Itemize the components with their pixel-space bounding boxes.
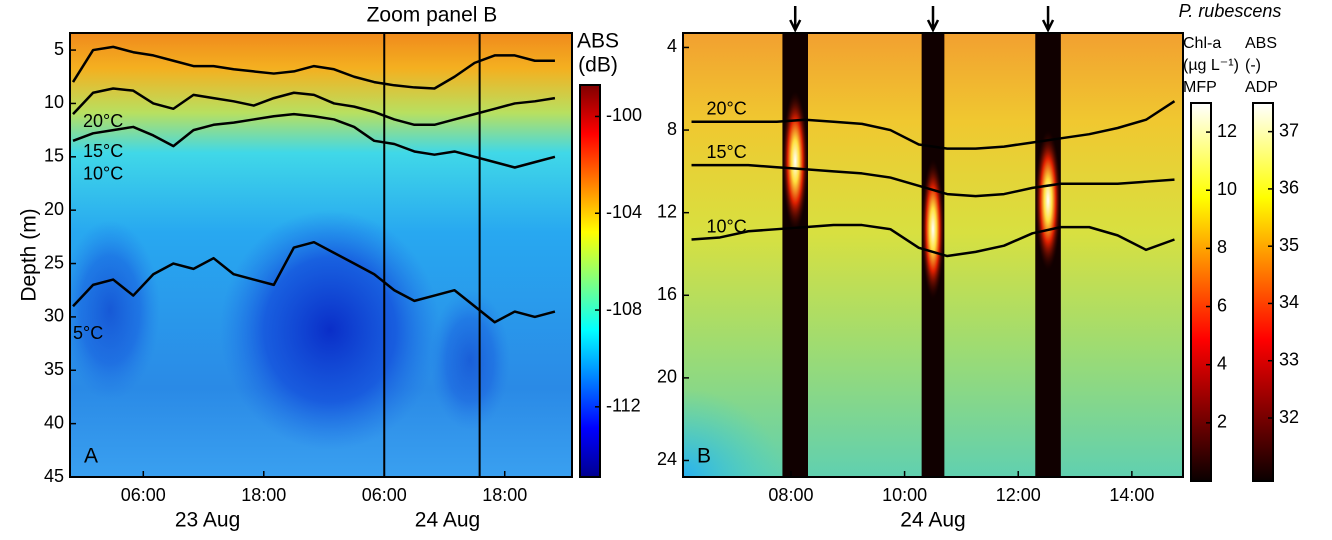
colorbar bbox=[579, 84, 601, 478]
colorbar-label: Chl-a bbox=[1183, 35, 1221, 52]
colorbar-label: ADP bbox=[1245, 79, 1278, 96]
colorbar-label: ABS bbox=[1245, 35, 1277, 52]
isotherm bbox=[72, 112, 556, 169]
arrow bbox=[1041, 6, 1055, 33]
colorbar-label: MFP bbox=[1183, 79, 1217, 96]
x-tick-label: 14:00 bbox=[1109, 485, 1154, 505]
x-date-label: 24 Aug bbox=[415, 509, 480, 532]
y-tick-label: 24 bbox=[657, 449, 677, 469]
colorbar-tick-label: -108 bbox=[606, 299, 642, 319]
frame bbox=[69, 32, 573, 478]
y-tick-label: 16 bbox=[657, 284, 677, 304]
y-tick-label: 20 bbox=[657, 367, 677, 387]
x-tick-label: 06:00 bbox=[362, 485, 407, 505]
profile-peak bbox=[1035, 130, 1061, 271]
y-axis-label: Depth (m) bbox=[18, 208, 41, 301]
colorbar-tick-label: 37 bbox=[1279, 120, 1299, 140]
x-tick-label: 18:00 bbox=[482, 485, 527, 505]
isotherm-label: 20°C bbox=[707, 99, 747, 119]
y-tick-label: 5 bbox=[54, 39, 64, 59]
colorbar-tick-label: 33 bbox=[1279, 349, 1299, 369]
colorbar bbox=[1190, 102, 1212, 482]
isotherm bbox=[691, 163, 1175, 198]
profile-peak bbox=[782, 91, 808, 232]
colorbar-label: (µg L⁻¹) bbox=[1183, 57, 1239, 74]
colorbar-tick-label: 12 bbox=[1217, 121, 1237, 141]
colorbar-tick-label: 8 bbox=[1217, 237, 1227, 257]
x-tick-label: 18:00 bbox=[241, 485, 286, 505]
isotherm-label: 5°C bbox=[73, 323, 103, 343]
profile-peak bbox=[921, 159, 945, 300]
isotherm bbox=[691, 223, 1175, 258]
colorbar-tick-label: 6 bbox=[1217, 295, 1227, 315]
colorbar-tick-label: 4 bbox=[1217, 353, 1227, 373]
colorbar-tick-label: 10 bbox=[1217, 179, 1237, 199]
colorbar-tick-label: 34 bbox=[1279, 292, 1299, 312]
isotherm bbox=[72, 87, 556, 127]
y-tick-label: 30 bbox=[44, 306, 64, 326]
annotation: Zoom panel B bbox=[367, 4, 498, 27]
x-date-label: 24 Aug bbox=[900, 509, 965, 532]
chart-layer: 20°C 15°C 10°C 5°C Zoom panel B A 5 10 15 20 25 30 3… bbox=[44, 1, 1299, 532]
plot-0 bbox=[71, 45, 556, 324]
x-tick-label: 08:00 bbox=[768, 485, 813, 505]
arrow bbox=[789, 6, 802, 33]
isotherm-label: 10°C bbox=[83, 164, 123, 184]
y-tick-label: 12 bbox=[657, 201, 677, 221]
plot-1 bbox=[691, 33, 1176, 477]
colorbar-tick-label: 2 bbox=[1217, 412, 1227, 432]
colorbar-tick-label: 36 bbox=[1279, 178, 1299, 198]
isotherm-label: 20°C bbox=[83, 111, 123, 131]
isotherm bbox=[72, 240, 556, 324]
isotherm-label: 10°C bbox=[707, 216, 747, 236]
x-tick-label: 06:00 bbox=[121, 485, 166, 505]
y-tick-label: 4 bbox=[667, 36, 677, 56]
y-tick-label: 15 bbox=[44, 146, 64, 166]
panel-label: B bbox=[697, 445, 711, 468]
frame bbox=[682, 32, 1184, 478]
x-tick-label: 12:00 bbox=[996, 485, 1041, 505]
x-tick-label: 10:00 bbox=[882, 485, 927, 505]
chart-title: P. rubescens bbox=[1179, 1, 1282, 21]
panel-label: A bbox=[84, 445, 98, 468]
colorbar-tick-label: -112 bbox=[606, 396, 641, 416]
colorbar-label: ABS bbox=[577, 30, 619, 53]
y-tick-label: 8 bbox=[667, 119, 677, 139]
isotherm-label: 15°C bbox=[83, 141, 123, 161]
x-date-label: 23 Aug bbox=[175, 509, 240, 532]
colorbar-tick-label: -104 bbox=[606, 202, 642, 222]
field-a bbox=[70, 33, 572, 477]
y-tick-label: 20 bbox=[44, 199, 64, 219]
colorbar-tick-label: 32 bbox=[1279, 407, 1299, 427]
colorbar-label: (dB) bbox=[578, 54, 618, 77]
isotherm bbox=[691, 100, 1176, 150]
y-tick-label: 35 bbox=[44, 359, 64, 379]
y-tick-label: 25 bbox=[44, 252, 64, 272]
colorbar-label: (-) bbox=[1245, 57, 1261, 74]
colorbar-tick-label: -100 bbox=[606, 105, 642, 125]
isotherm bbox=[71, 45, 555, 90]
colorbar-tick-label: 35 bbox=[1279, 235, 1299, 255]
isotherm-label: 15°C bbox=[707, 142, 747, 162]
y-tick-label: 45 bbox=[44, 466, 64, 486]
y-tick-label: 10 bbox=[44, 92, 64, 112]
colorbar bbox=[1252, 102, 1274, 482]
y-tick-label: 40 bbox=[44, 412, 64, 432]
arrow bbox=[926, 6, 940, 33]
